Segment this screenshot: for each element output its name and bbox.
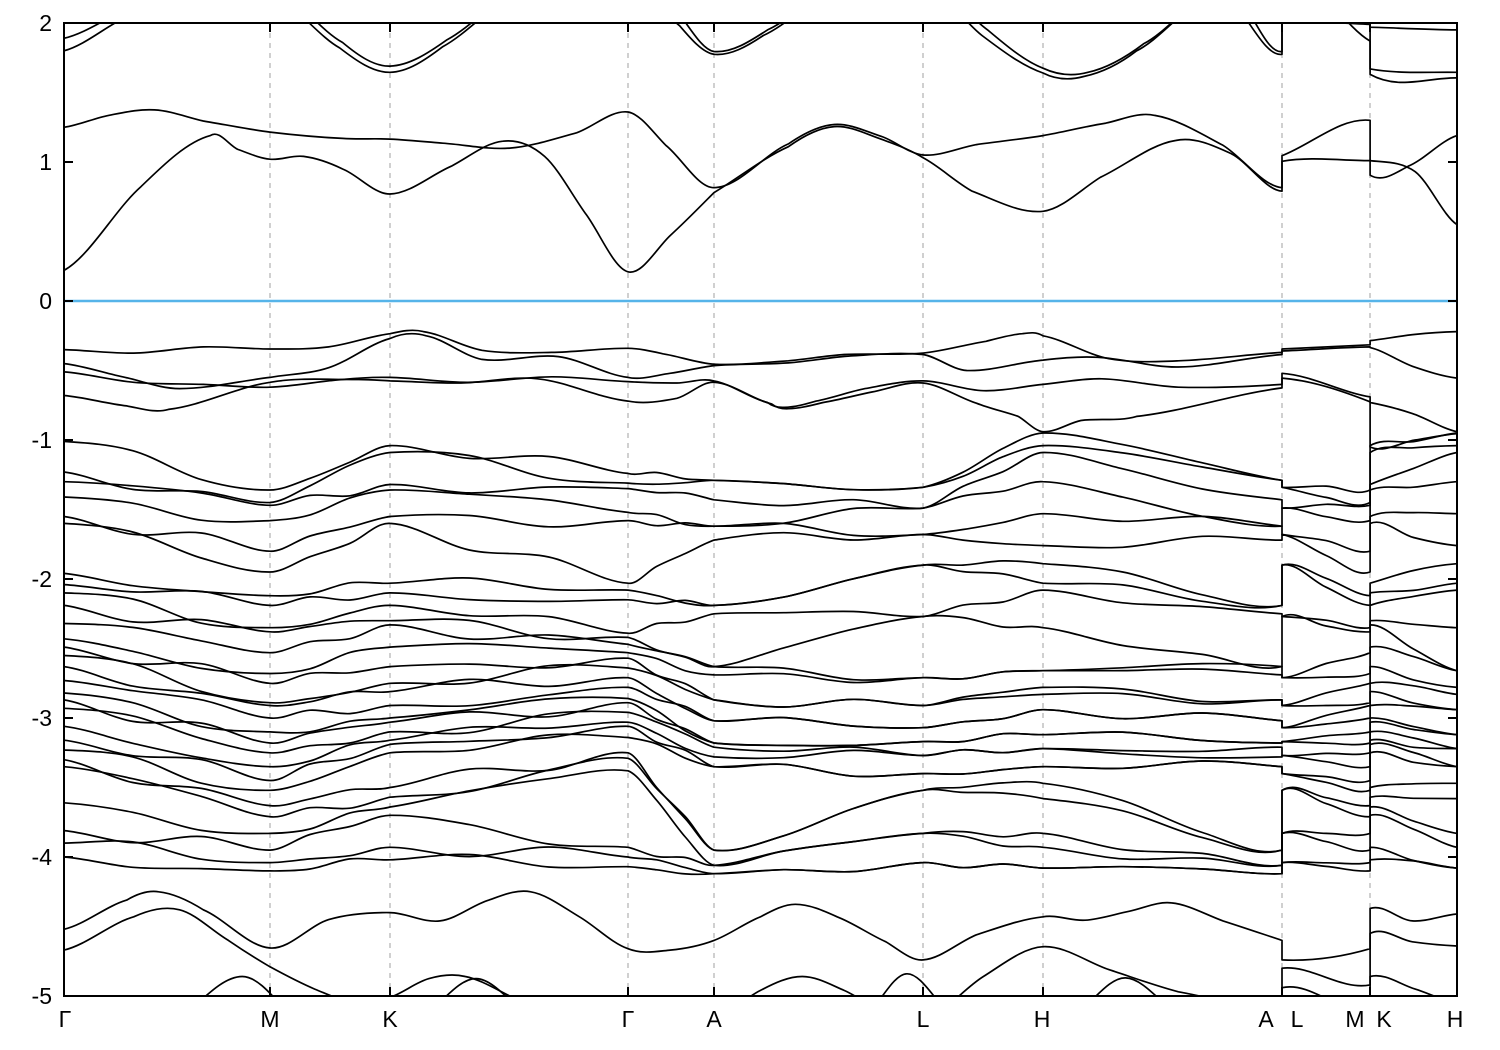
y-tick-label: -3 [32,705,52,731]
band-valence-dense-13 [64,646,1457,708]
band-valence-dense-7 [64,560,1457,608]
band-valence-dense-22 [64,733,1457,793]
band-valence-dense-1 [64,432,1457,494]
band-valence-dense-6 [64,521,1457,585]
band-valence-dense-16 [64,679,1457,729]
y-tick-label: -2 [32,566,52,592]
kpoint-label-L: L [917,1006,930,1032]
band-valence-dense-24 [64,756,1457,854]
kpoint-label-K: K [1376,1006,1392,1032]
band-valence-dense-4 [64,480,1457,528]
band-conduction-1 [64,125,1457,273]
kpoint-label-Γ: Γ [59,1006,72,1032]
band-valence-dense-21 [64,725,1457,784]
band-valence-dense-18 [64,699,1457,747]
band-valence-dense-28 [64,853,1457,876]
kpoint-label-H: H [1447,1006,1464,1032]
band-valence-dense-19 [64,707,1457,757]
band-valence-dense-11 [64,622,1457,681]
y-tick-label: 1 [39,149,52,175]
plot-border [63,22,1458,997]
band-valence-dense-26 [64,813,1457,868]
band-valence-dense-20 [64,721,1457,769]
band-valence-dense-12 [64,637,1457,684]
kpoint-label-M: M [1345,1006,1364,1032]
kpoint-label-A: A [1258,1006,1274,1032]
kpoint-label-H: H [1034,1006,1051,1032]
y-tick-label: -5 [32,983,52,1009]
y-tick-label: 2 [39,10,52,36]
band-valence-top-2 [64,332,1457,390]
kpoint-label-Γ: Γ [622,1006,635,1032]
band-valence-dense-8 [64,564,1457,609]
kpoint-label-M: M [260,1006,279,1032]
band-valence-dense-3 [64,451,1457,510]
band-conduction-4 [64,23,1457,84]
kpoint-label-A: A [706,1006,722,1032]
band-conduction-2 [64,108,1457,189]
band-valence-dense-25 [64,769,1457,867]
band-valence-dense-9 [64,589,1457,635]
band-valence-dense-14 [64,654,1457,708]
band-valence-dense-2 [64,444,1457,507]
band-valence-dense-10 [64,604,1457,669]
band-valence-top-1 [64,329,1457,366]
band-valence-top-3 [64,371,1457,433]
band-lines-group [64,23,1457,996]
kpoint-label-L: L [1291,1006,1304,1032]
y-tick-label: 0 [39,288,52,314]
band-valence-dense-5 [64,511,1457,553]
y-tick-label: -4 [32,844,53,870]
band-bottom-1 [64,890,1457,962]
kpoint-label-K: K [382,1006,398,1032]
band-bottom-2 [64,907,1457,996]
y-tick-label: -1 [32,427,52,453]
band-conduction-3 [64,23,1457,76]
band-valence-top-4 [64,377,1457,450]
